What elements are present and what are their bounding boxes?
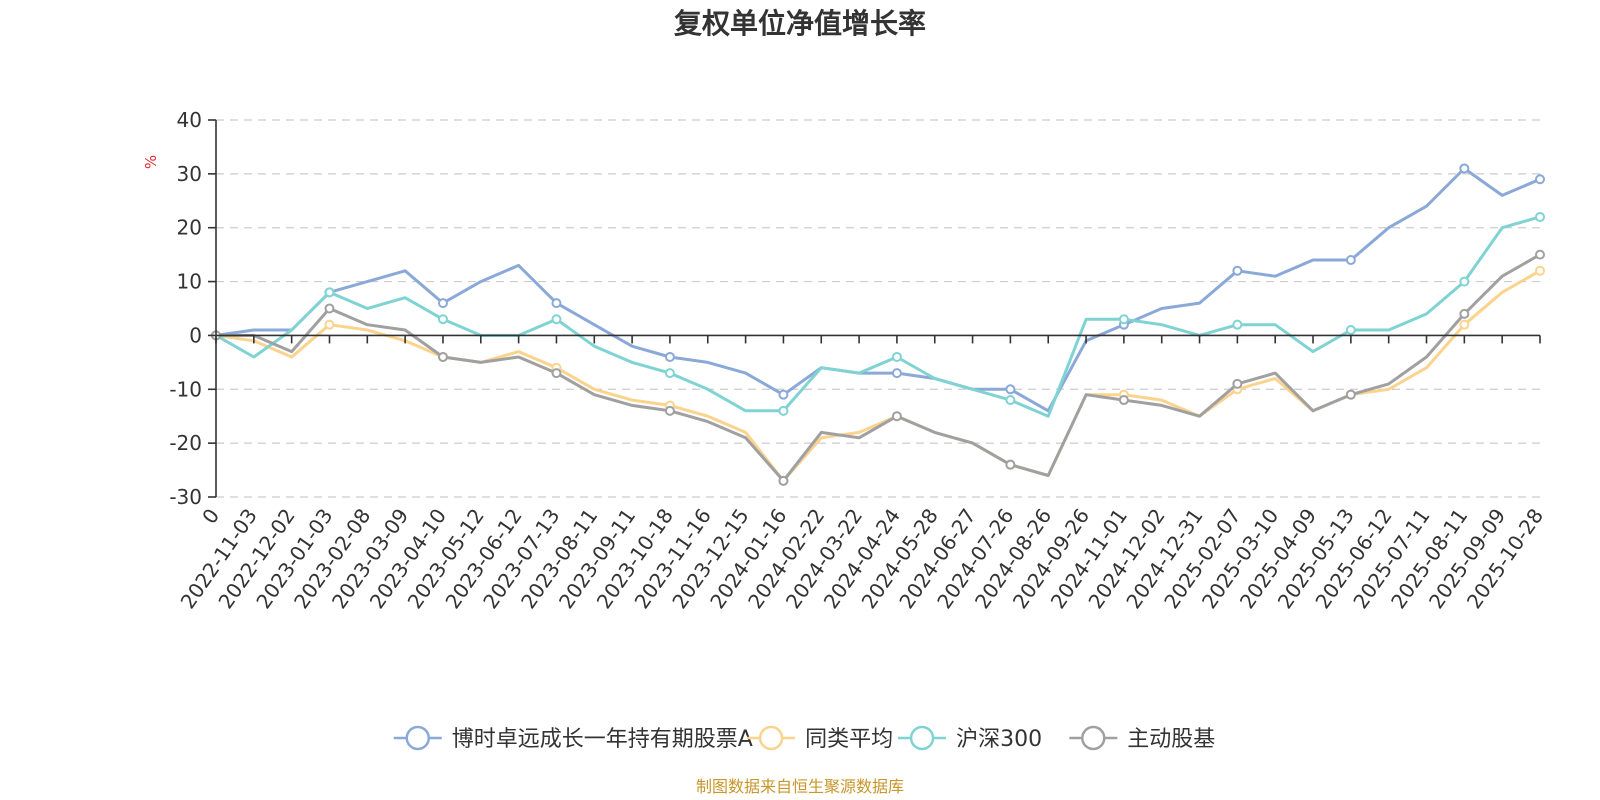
series-line-2	[215, 215, 1541, 418]
data-source-note: 制图数据来自恒生聚源数据库	[696, 777, 904, 796]
legend-item-2[interactable]: 沪深300	[898, 725, 1042, 752]
series-point	[891, 351, 902, 362]
legend-item-0[interactable]: 博时卓远成长一年持有期股票A	[393, 725, 753, 752]
chart-title: 复权单位净值增长率	[674, 7, 926, 40]
series-point	[891, 368, 902, 379]
series-point	[551, 314, 562, 325]
y-axis-unit-label: %	[142, 155, 160, 169]
series-point	[1535, 265, 1545, 276]
y-tick-label: -20	[169, 431, 202, 455]
legend-circle-icon	[909, 725, 935, 751]
series-point	[778, 389, 789, 400]
y-tick-label: -30	[169, 485, 202, 509]
series-point	[1005, 395, 1016, 406]
x-tick-label: 0	[197, 504, 224, 528]
series-point	[664, 368, 675, 379]
series-layer	[211, 163, 1545, 486]
series-point	[1459, 319, 1470, 330]
series-point	[324, 287, 335, 298]
series-point	[324, 303, 335, 314]
legend-item-3[interactable]: 主动股基	[1069, 725, 1215, 752]
series-point	[1232, 378, 1243, 389]
series-point	[1535, 249, 1545, 260]
series-point	[778, 475, 789, 486]
series-point	[324, 319, 335, 330]
series-point	[664, 351, 675, 362]
series-point	[1118, 314, 1129, 325]
series-point	[1535, 211, 1545, 222]
y-tick-label: 0	[189, 323, 202, 347]
series-point	[1005, 384, 1016, 395]
y-tick-label: 10	[177, 270, 202, 294]
series-point	[1459, 276, 1470, 287]
y-tick-label: 30	[177, 162, 202, 186]
series-point	[1535, 174, 1545, 185]
series-point	[1459, 163, 1470, 174]
series-point	[551, 368, 562, 379]
axis-layer: 403020100-10-20-3002022-11-032022-12-022…	[169, 108, 1548, 613]
legend[interactable]: 博时卓远成长一年持有期股票A 同类平均 沪深300 主动股基	[393, 725, 1216, 752]
series-point	[1459, 308, 1470, 319]
legend-label: 沪深300	[956, 727, 1042, 752]
series-point	[664, 405, 675, 416]
series-point	[551, 298, 562, 309]
legend-label: 同类平均	[805, 727, 893, 752]
series-point	[1005, 459, 1016, 470]
series-point	[1345, 255, 1356, 266]
series-point	[778, 405, 789, 416]
grid-layer	[216, 119, 1540, 498]
series-point	[1118, 395, 1129, 406]
series-line-0	[215, 167, 1541, 413]
y-tick-label: -10	[169, 377, 202, 401]
series-point	[1345, 389, 1356, 400]
y-tick-label: 20	[177, 216, 202, 240]
legend-circle-icon	[758, 725, 784, 751]
legend-circle-icon	[1081, 725, 1106, 751]
legend-label: 博时卓远成长一年持有期股票A	[452, 727, 753, 752]
series-point	[891, 411, 902, 422]
series-point	[437, 314, 448, 325]
legend-label: 主动股基	[1127, 727, 1215, 752]
series-point	[1232, 319, 1243, 330]
legend-item-1[interactable]: 同类平均	[747, 725, 893, 752]
series-line-3	[216, 253, 1541, 483]
series-point	[1232, 265, 1243, 276]
series-point	[437, 298, 448, 309]
series-point	[1345, 325, 1356, 336]
series-point	[437, 351, 448, 362]
y-tick-label: 40	[177, 108, 202, 132]
legend-circle-icon	[405, 725, 431, 751]
